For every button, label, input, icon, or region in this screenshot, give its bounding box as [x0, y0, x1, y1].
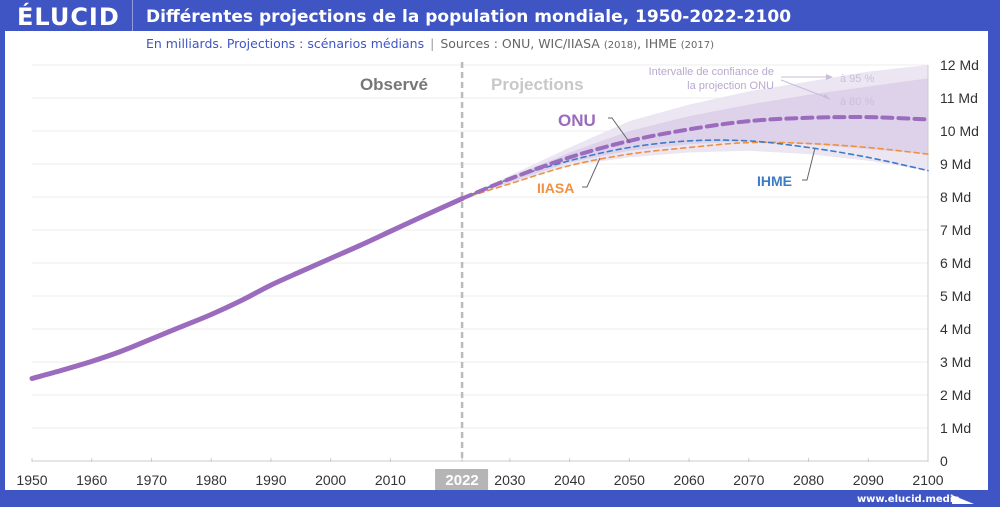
onu-projection-line [460, 115, 930, 201]
iiasa-projection-line [461, 141, 929, 200]
ci80-label: à 80 % [840, 96, 874, 108]
ihme-label: IHME [757, 173, 792, 189]
y-tick-label: 4 Md [940, 321, 971, 337]
y-tick-label: 12 Md [940, 57, 979, 73]
ihme-projection-line [461, 139, 929, 200]
x-tick-label: 2060 [673, 472, 704, 488]
y-tick-label: 5 Md [940, 288, 971, 304]
x-tick-label-highlight: 2022 [445, 472, 478, 489]
annotations: Observé Projections ONU IIASA IHME Intervalle… [360, 66, 875, 196]
elucid-logo: ÉLUCID [17, 3, 120, 31]
y-tick-label: 10 Md [940, 123, 979, 139]
y-tick-label: 3 Md [940, 354, 971, 370]
highlight-year-box [435, 469, 489, 490]
y-tick-label: 9 Md [940, 156, 971, 172]
ci80-arrow-line [780, 79, 829, 99]
x-tick-label: 1970 [136, 472, 167, 488]
x-tick-label: 1950 [16, 472, 47, 488]
y-tick-label: 8 Md [940, 189, 971, 205]
x-tick-label: 2100 [912, 472, 943, 488]
x-tick-label: 2050 [614, 472, 645, 488]
ihme-year: (2017) [680, 40, 715, 51]
sources-prefix: Sources : ONU, WIC/IIASA [440, 36, 600, 51]
sources-ihme: , IHME [637, 36, 677, 51]
observed-line [29, 196, 465, 381]
onu-label: ONU [558, 111, 596, 130]
logo-divider [132, 0, 133, 33]
footer-url[interactable]: www.elucid.media [856, 494, 960, 505]
y-tick-label: 1 Md [940, 420, 971, 436]
ci-label-line1: Intervalle de confiance de [649, 66, 774, 78]
header-bar: ÉLUCID Différentes projections de la pop… [0, 0, 1000, 33]
chart-subtitle: En milliards. Projections : scénarios mé… [146, 36, 714, 51]
ci95-arrow-icon [826, 74, 833, 80]
ci-label-line2: la projection ONU [687, 80, 774, 92]
iiasa-year: (2018) [603, 40, 638, 51]
y-tick-label: 6 Md [940, 255, 971, 271]
x-tick-label: 1990 [255, 472, 286, 488]
iiasa-label: IIASA [537, 180, 574, 196]
subtitle-sources: Sources : ONU, WIC/IIASA (2018), IHME (2… [440, 36, 714, 51]
x-tick-label: 2090 [853, 472, 884, 488]
ci95-label: à 95 % [840, 73, 874, 85]
iiasa-leader-line [582, 157, 601, 188]
y-tick-label: 2 Md [940, 387, 971, 403]
confidence-band-80 [462, 78, 928, 199]
onu-leader-line [608, 117, 631, 144]
confidence-bands [462, 65, 928, 199]
x-tick-label: 2030 [494, 472, 525, 488]
ihme-leader-line [802, 147, 816, 181]
series-lines [29, 115, 930, 381]
x-tick-label: 2080 [793, 472, 824, 488]
x-tick-label: 2000 [315, 472, 346, 488]
x-tick-label: 1980 [196, 472, 227, 488]
x-tick-label: 1960 [76, 472, 107, 488]
x-tick-label: 2010 [375, 472, 406, 488]
subtitle-separator: | [430, 36, 435, 51]
observed-label: Observé [360, 75, 428, 94]
elucid-flag-icon [952, 495, 974, 504]
y-tick-label: 7 Md [940, 222, 971, 238]
chart-title: Différentes projections de la population… [146, 7, 792, 27]
subtitle-units: En milliards. Projections : scénarios mé… [146, 36, 425, 51]
projections-label: Projections [491, 75, 584, 94]
x-tick-label: 2070 [733, 472, 764, 488]
ci80-arrow-icon [823, 94, 831, 100]
axes: 0 1 Md 2 Md 3 Md 4 Md 5 Md 6 Md 7 Md 8 Md 9 Md 10 … [16, 57, 979, 490]
y-tick-label: 11 Md [940, 90, 978, 106]
x-tick-label: 2040 [554, 472, 585, 488]
y-tick-label: 0 [940, 453, 948, 469]
